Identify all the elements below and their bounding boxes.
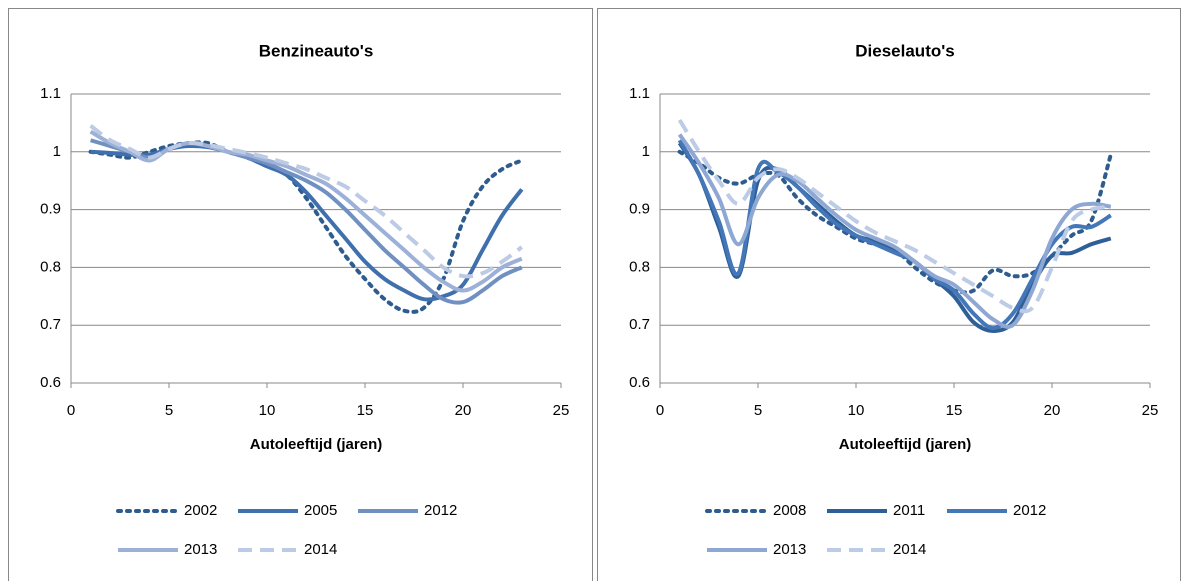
legend-label: 2011 — [893, 502, 925, 519]
y-tick-label: 0.9 — [40, 201, 61, 218]
legend-label: 2005 — [304, 502, 337, 519]
x-tick-label: 0 — [67, 402, 75, 419]
x-tick-label: 10 — [848, 402, 865, 419]
x-tick-label: 0 — [656, 402, 664, 419]
series-line — [89, 124, 523, 279]
y-tick-label: 0.8 — [629, 258, 650, 275]
legend-label: 2012 — [1013, 502, 1046, 519]
series-line — [88, 140, 524, 314]
x-axis-label: Autoleeftijd (jaren) — [250, 436, 383, 453]
panel-border — [8, 8, 593, 581]
series-line — [90, 138, 523, 305]
x-axis-label: Autoleeftijd (jaren) — [839, 436, 972, 453]
x-tick-label: 20 — [455, 402, 472, 419]
series-line — [89, 129, 523, 293]
legend-label: 2014 — [304, 541, 337, 558]
series-line — [677, 149, 1113, 295]
y-tick-label: 0.6 — [40, 374, 61, 391]
x-tick-label: 5 — [165, 402, 173, 419]
chart-title: Dieselauto's — [855, 41, 954, 60]
y-tick-label: 1 — [642, 143, 650, 160]
chart-title: Benzineauto's — [259, 41, 374, 60]
y-tick-label: 1.1 — [40, 85, 61, 102]
series-line — [677, 118, 1112, 314]
x-tick-label: 15 — [357, 402, 374, 419]
series-line — [677, 133, 1112, 329]
legend-label: 2013 — [184, 541, 217, 558]
y-tick-label: 0.8 — [40, 258, 61, 275]
panel-border — [597, 8, 1181, 581]
legend-label: 2012 — [424, 502, 457, 519]
y-tick-label: 1 — [53, 143, 61, 160]
y-tick-label: 1.1 — [629, 85, 650, 102]
legend-label: 2008 — [773, 502, 806, 519]
y-tick-label: 0.7 — [629, 316, 650, 333]
y-tick-label: 0.7 — [40, 316, 61, 333]
x-tick-label: 25 — [553, 402, 570, 419]
y-tick-label: 0.9 — [629, 201, 650, 218]
legend-label: 2014 — [893, 541, 926, 558]
legend-label: 2002 — [184, 502, 217, 519]
legend-label: 2013 — [773, 541, 806, 558]
x-tick-label: 5 — [754, 402, 762, 419]
y-tick-label: 0.6 — [629, 374, 650, 391]
x-tick-label: 10 — [259, 402, 276, 419]
x-tick-label: 25 — [1142, 402, 1159, 419]
x-tick-label: 15 — [946, 402, 963, 419]
x-tick-label: 20 — [1044, 402, 1061, 419]
